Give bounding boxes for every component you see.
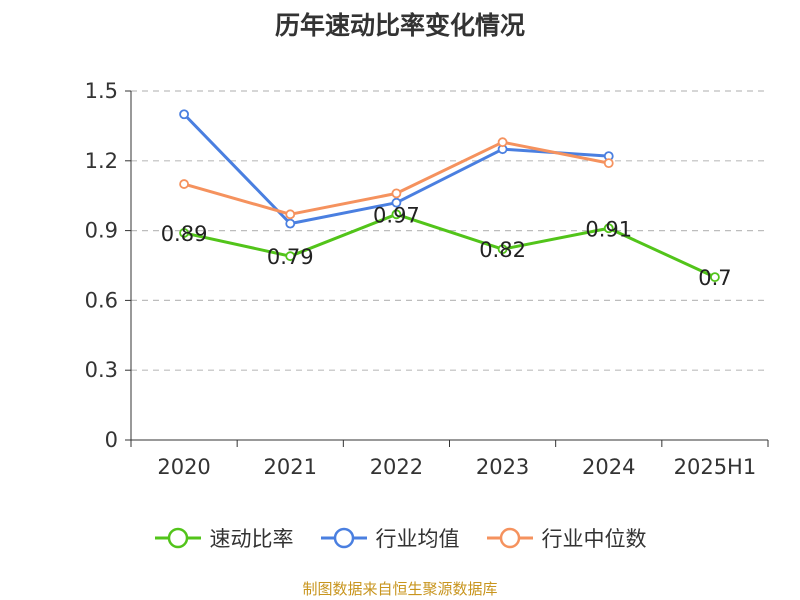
grid-lines	[131, 90, 768, 371]
data-point	[497, 137, 508, 148]
data-point	[603, 158, 614, 169]
legend-line-marker-icon	[320, 527, 367, 549]
data-point	[285, 251, 296, 262]
data-label: 0.82	[479, 238, 526, 262]
x-tick-label: 2023	[476, 455, 529, 479]
data-label: 0.97	[373, 203, 420, 227]
chart-title: 历年速动比率变化情况	[274, 11, 525, 40]
y-tick-label: 0.9	[85, 219, 118, 243]
legend: 速动比率 行业均值 行业中位数	[0, 518, 800, 558]
y-tick-label: 1.5	[85, 79, 118, 103]
data-point	[497, 244, 508, 255]
data-point	[603, 223, 614, 234]
data-label: 0.7	[698, 266, 731, 290]
data-point	[179, 228, 189, 238]
data-point	[710, 272, 720, 283]
data-point	[391, 197, 402, 208]
legend-label: 行业均值	[375, 527, 460, 551]
source-footer: 制图数据来自恒生聚源数据库	[302, 580, 498, 598]
data-point	[285, 209, 296, 220]
series-lines	[179, 109, 720, 283]
y-tick-label: 1.2	[85, 149, 118, 173]
legend-label: 速动比率	[209, 527, 294, 551]
x-tick-label: 2024	[582, 455, 635, 479]
data-point	[285, 218, 296, 229]
data-point	[391, 209, 402, 220]
legend-item[interactable]: 行业中位数	[486, 523, 647, 553]
axes: 0 0.3 0.6 0.9 1.2 1.5 2020 2021 2022 2023 2024 2025…	[85, 79, 769, 479]
legend-line-marker-icon	[486, 527, 533, 549]
x-tick-label: 2021	[264, 455, 317, 479]
y-tick-label: 0	[105, 428, 118, 452]
legend-label: 行业中位数	[541, 527, 647, 551]
y-tick-label: 0.6	[85, 288, 118, 312]
x-tick-label: 2025H1	[674, 455, 757, 479]
y-tick-label: 0.3	[85, 358, 118, 382]
data-label: 0.89	[161, 222, 208, 246]
data-label: 0.91	[585, 217, 632, 241]
data-point	[391, 188, 402, 199]
legend-item[interactable]: 速动比率	[154, 523, 294, 553]
data-point	[179, 179, 189, 189]
data-point	[179, 109, 189, 120]
legend-line-marker-icon	[154, 527, 201, 549]
x-tick-label: 2020	[157, 455, 210, 479]
data-label: 0.79	[267, 245, 314, 269]
x-tick-label: 2022	[370, 455, 423, 479]
series-line-0	[183, 212, 716, 279]
legend-item[interactable]: 行业均值	[320, 523, 460, 553]
data-labels: 0.89 0.79 0.97 0.82 0.91 0.7	[161, 203, 732, 290]
